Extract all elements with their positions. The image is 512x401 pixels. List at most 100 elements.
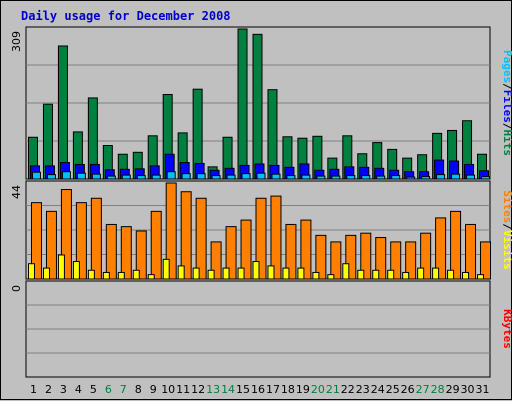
- bar-visits-day-15: [240, 219, 252, 280]
- bar-pages-day-4: [76, 172, 86, 180]
- bar-sites-day-31: [477, 274, 485, 280]
- bar-pages-day-9: [151, 174, 161, 180]
- legend-top-panel: Pages/Files/Hits: [501, 50, 512, 156]
- bar-hits-day-15: [237, 28, 248, 180]
- x-tick-day-22: 22: [341, 383, 355, 396]
- bar-pages-day-7: [121, 174, 131, 180]
- legend-item: Sites: [501, 190, 512, 223]
- bar-sites-day-30: [462, 271, 470, 280]
- bar-sites-day-5: [87, 269, 95, 280]
- legend-item: Files: [501, 90, 512, 123]
- x-tick-day-23: 23: [356, 383, 370, 396]
- bar-visits-day-13: [210, 241, 222, 280]
- legend-item: Visits: [501, 230, 512, 270]
- bar-pages-day-8: [136, 175, 146, 180]
- bar-pages-day-6: [106, 175, 116, 180]
- bar-visits-day-17: [270, 195, 282, 280]
- bar-pages-day-1: [31, 171, 41, 180]
- bar-visits-day-19: [300, 219, 312, 280]
- bar-sites-day-3: [57, 254, 65, 280]
- x-tick-day-19: 19: [296, 383, 310, 396]
- bar-sites-day-10: [162, 258, 170, 280]
- bar-sites-day-9: [147, 274, 155, 280]
- bar-visits-day-16: [255, 197, 267, 280]
- x-tick-day-10: 10: [161, 383, 175, 396]
- bar-sites-day-7: [117, 271, 125, 280]
- x-tick-day-17: 17: [266, 383, 280, 396]
- bar-sites-day-12: [192, 267, 200, 280]
- bar-sites-day-21: [327, 274, 335, 280]
- bar-hits-day-16: [252, 33, 263, 180]
- bar-visits-day-31: [480, 241, 492, 280]
- bar-pages-day-22: [346, 175, 356, 180]
- bar-visits-day-14: [225, 226, 237, 280]
- x-tick-day-15: 15: [236, 383, 250, 396]
- bar-sites-day-18: [282, 267, 290, 280]
- bar-sites-day-13: [207, 269, 215, 280]
- bar-sites-day-1: [27, 263, 35, 280]
- bar-visits-day-18: [285, 223, 297, 280]
- legend-item: KBytes: [501, 309, 512, 349]
- bar-visits-day-21: [330, 241, 342, 280]
- bar-visits-day-22: [345, 234, 357, 280]
- legend-item: /: [501, 123, 512, 130]
- legend-item: Pages: [501, 50, 512, 83]
- bar-visits-day-9: [150, 210, 162, 280]
- bar-sites-day-16: [252, 261, 260, 280]
- y-axis-max-label: 44: [10, 185, 23, 199]
- bar-visits-day-10: [165, 182, 177, 280]
- x-tick-day-5: 5: [90, 383, 97, 396]
- bar-sites-day-29: [447, 269, 455, 280]
- x-tick-day-11: 11: [176, 383, 190, 396]
- bar-pages-day-27: [421, 176, 431, 180]
- x-tick-day-8: 8: [135, 383, 142, 396]
- x-tick-day-14: 14: [221, 383, 235, 396]
- bar-hits-day-3: [57, 45, 68, 180]
- bar-pages-day-17: [271, 173, 281, 180]
- bar-pages-day-12: [196, 173, 206, 180]
- bar-visits-day-1: [30, 202, 42, 280]
- bar-pages-day-23: [361, 175, 371, 180]
- bar-pages-day-2: [46, 174, 56, 180]
- bar-sites-day-23: [357, 269, 365, 280]
- bar-pages-day-3: [61, 171, 71, 180]
- legend-middle-panel: Sites/Visits: [501, 190, 512, 270]
- bar-sites-day-11: [177, 265, 185, 280]
- legend-item: /: [501, 223, 512, 230]
- bar-pages-day-31: [481, 176, 491, 180]
- y-axis-max-label: 0: [10, 285, 23, 292]
- bar-visits-day-27: [420, 232, 432, 280]
- bar-sites-day-27: [417, 267, 425, 280]
- bar-pages-day-20: [316, 175, 326, 180]
- bar-visits-day-6: [105, 223, 117, 280]
- bar-pages-day-14: [226, 174, 236, 180]
- bar-visits-day-29: [450, 210, 462, 280]
- legend-item: /: [501, 83, 512, 90]
- x-tick-day-9: 9: [150, 383, 157, 396]
- x-tick-day-16: 16: [251, 383, 265, 396]
- bar-visits-day-26: [405, 241, 417, 280]
- bar-pages-day-24: [376, 175, 386, 180]
- x-tick-day-27: 27: [416, 383, 430, 396]
- bar-sites-day-28: [432, 267, 440, 280]
- bar-sites-day-15: [237, 267, 245, 280]
- bar-pages-day-5: [91, 173, 101, 180]
- x-tick-day-1: 1: [30, 383, 37, 396]
- bar-sites-day-24: [372, 269, 380, 280]
- bar-pages-day-10: [166, 171, 176, 180]
- chart-title: Daily usage for December 2008: [21, 9, 231, 23]
- x-tick-day-25: 25: [386, 383, 400, 396]
- bar-sites-day-17: [267, 265, 275, 280]
- bar-sites-day-2: [42, 267, 50, 280]
- bar-visits-day-30: [465, 223, 477, 280]
- bar-visits-day-2: [45, 210, 57, 280]
- bar-sites-day-26: [402, 271, 410, 280]
- x-tick-day-2: 2: [45, 383, 52, 396]
- bar-visits-day-24: [375, 237, 387, 280]
- bar-pages-day-16: [256, 172, 266, 180]
- bar-visits-day-23: [360, 232, 372, 280]
- bar-sites-day-8: [132, 269, 140, 280]
- bar-pages-day-28: [436, 174, 446, 180]
- x-tick-day-29: 29: [446, 383, 460, 396]
